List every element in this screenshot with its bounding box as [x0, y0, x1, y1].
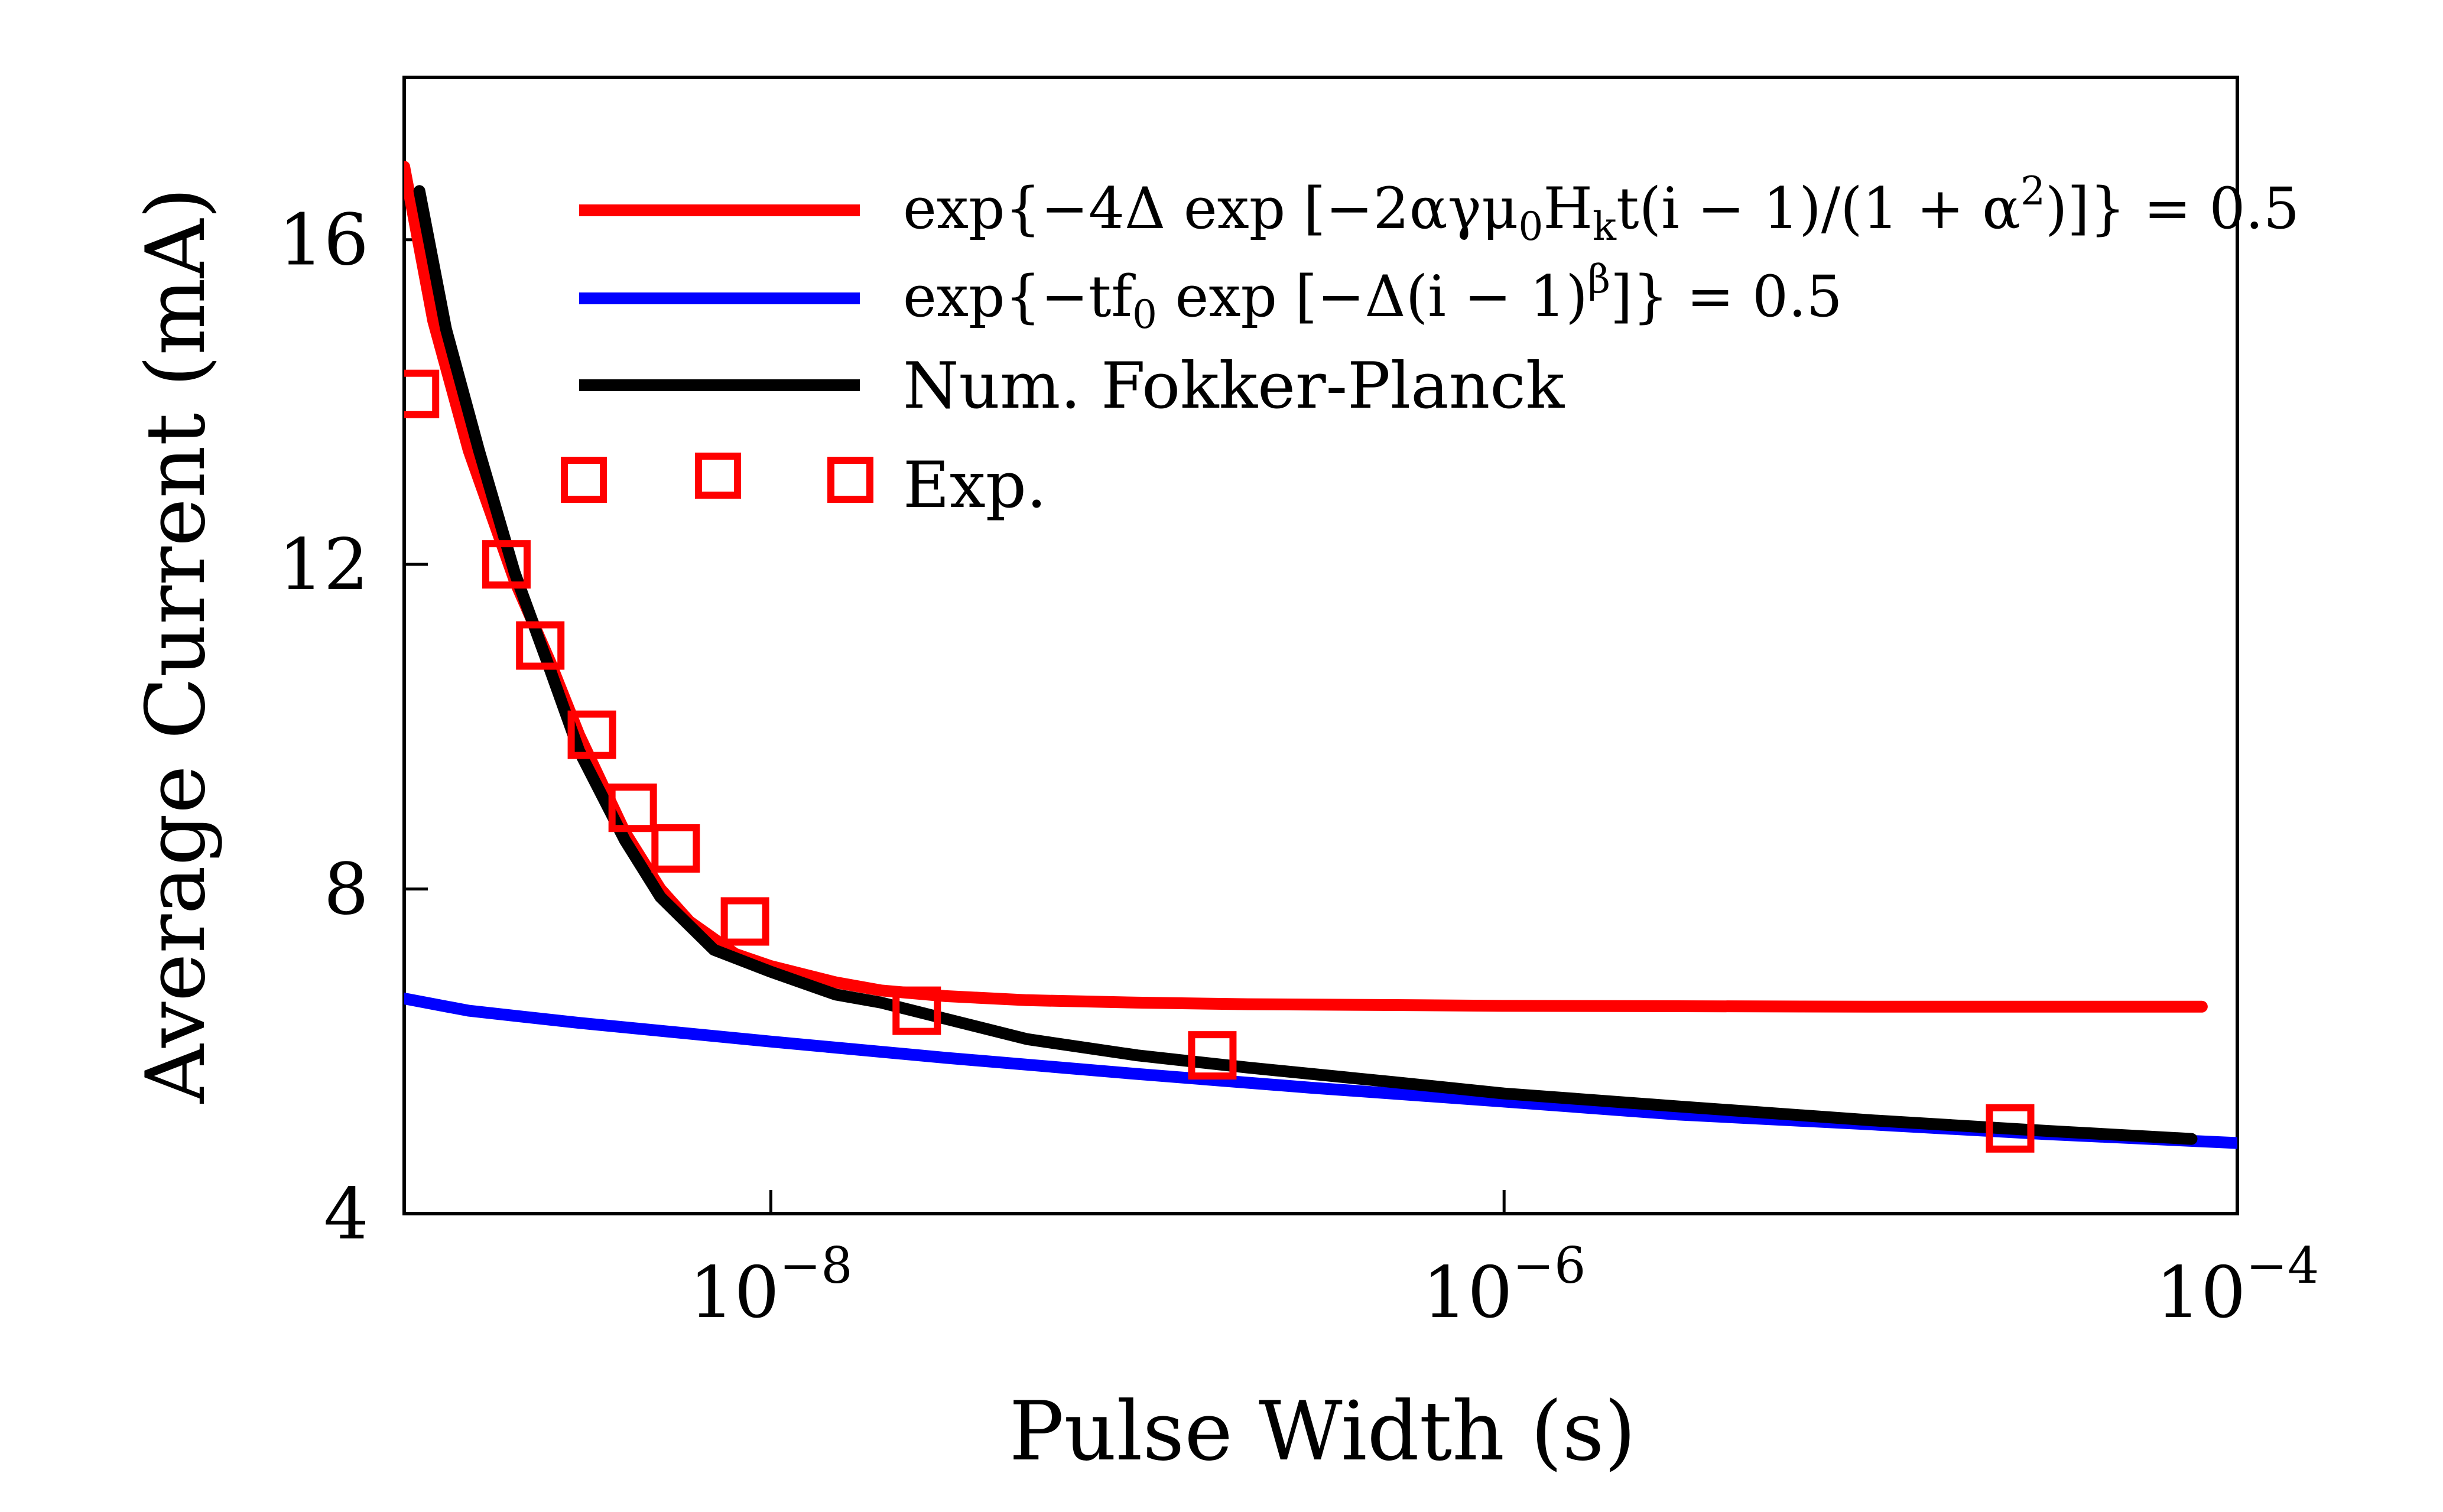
- x-tick-label-1: 10−6: [1422, 1237, 1586, 1334]
- legend-label-series-1: exp{−4Δ exp [−2αγμ0Hkt(i − 1)/(1 + α2)]}…: [903, 168, 2299, 249]
- legend-label-series-2: exp{−tf0 exp [−Δ(i − 1)β]} = 0.5: [903, 256, 1843, 337]
- x-tick-label-2: 10−4: [2156, 1237, 2319, 1334]
- legend-marker-square-2: [695, 453, 741, 499]
- y-tick-label-3: 16: [278, 200, 369, 282]
- plot-area: [402, 76, 2239, 1215]
- exp-marker-5: [651, 824, 700, 873]
- ticks: [404, 238, 2239, 1215]
- exp-marker-8: [1188, 1031, 1237, 1080]
- exp-marker-7: [892, 986, 941, 1035]
- x-tick-label-0: 10−8: [689, 1237, 853, 1334]
- y-axis-label: Average Current (mA): [128, 187, 223, 1104]
- legend: exp{−4Δ exp [−2αγμ0Hkt(i − 1)/(1 + α2)]}…: [561, 168, 2299, 522]
- series-group: [404, 161, 2237, 1153]
- exp-marker-2: [516, 621, 565, 670]
- y-tick-label-1: 8: [324, 849, 369, 931]
- legend-label-series-4: Exp.: [903, 448, 1047, 522]
- exp-marker-4: [608, 783, 657, 833]
- exp-marker-1: [482, 540, 531, 589]
- exp-marker-3: [567, 710, 616, 759]
- y-tick-label-2: 12: [278, 524, 369, 606]
- exp-marker-6: [720, 897, 769, 946]
- exp-marker-0: [404, 369, 440, 418]
- series-black-curve: [413, 185, 2198, 1145]
- legend-label-series-3: Num. Fokker-Planck: [903, 349, 1565, 423]
- exp-marker-9: [1986, 1104, 2035, 1153]
- legend-marker-square-1: [561, 457, 607, 503]
- y-tick-label-0: 4: [324, 1173, 369, 1256]
- tick-labels: 4 8 12 16 10−8 10−6 10−4: [278, 200, 2319, 1334]
- x-axis-label: Pulse Width (s): [1009, 1384, 1636, 1479]
- legend-marker-square-3: [827, 457, 873, 503]
